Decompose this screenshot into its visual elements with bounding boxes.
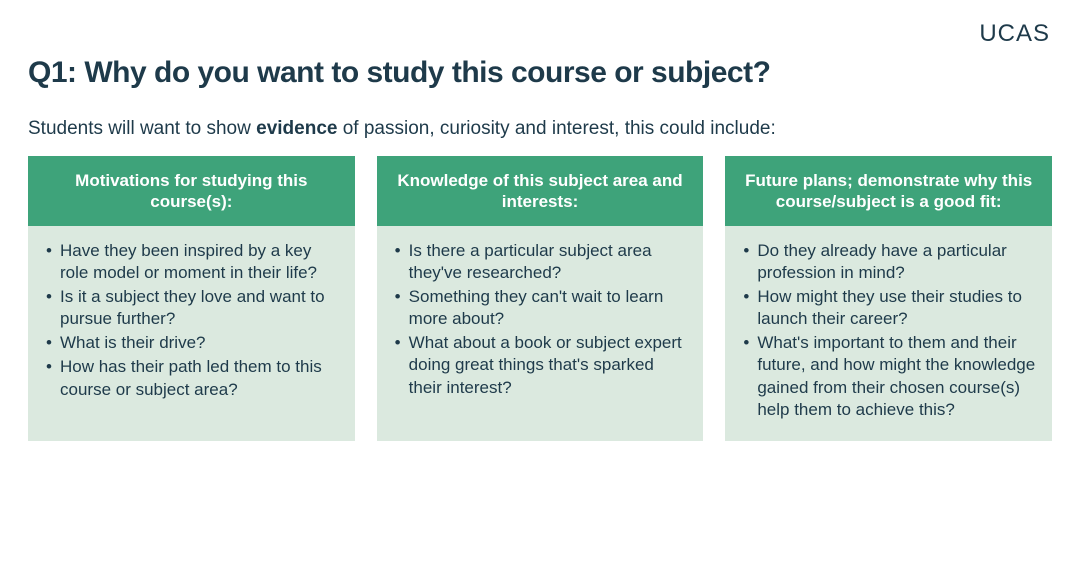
column-header: Future plans; demonstrate why this cours… xyxy=(725,156,1052,226)
list-item: What is their drive? xyxy=(44,332,339,354)
list-item: Have they been inspired by a key role mo… xyxy=(44,240,339,284)
ucas-logo: UCAS xyxy=(979,20,1050,48)
subtitle: Students will want to show evidence of p… xyxy=(28,118,1052,140)
page-title: Q1: Why do you want to study this course… xyxy=(28,56,1052,90)
list-item: Something they can't wait to learn more … xyxy=(393,286,688,330)
columns-container: Motivations for studying this course(s):… xyxy=(28,156,1052,441)
list-item: How has their path led them to this cour… xyxy=(44,356,339,400)
list-item: What about a book or subject expert doin… xyxy=(393,332,688,398)
list-item: Do they already have a particular profes… xyxy=(741,240,1036,284)
column-future: Future plans; demonstrate why this cours… xyxy=(725,156,1052,441)
column-motivations: Motivations for studying this course(s):… xyxy=(28,156,355,441)
list-item: Is there a particular subject area they'… xyxy=(393,240,688,284)
column-body: Do they already have a particular profes… xyxy=(725,226,1052,441)
column-knowledge: Knowledge of this subject area and inter… xyxy=(377,156,704,441)
column-body: Have they been inspired by a key role mo… xyxy=(28,226,355,421)
column-header: Knowledge of this subject area and inter… xyxy=(377,156,704,226)
subtitle-bold: evidence xyxy=(256,118,337,139)
column-body: Is there a particular subject area they'… xyxy=(377,226,704,419)
column-header: Motivations for studying this course(s): xyxy=(28,156,355,226)
list-item: Is it a subject they love and want to pu… xyxy=(44,286,339,330)
list-item: How might they use their studies to laun… xyxy=(741,286,1036,330)
list-item: What's important to them and their futur… xyxy=(741,332,1036,420)
subtitle-after: of passion, curiosity and interest, this… xyxy=(337,118,775,139)
subtitle-before: Students will want to show xyxy=(28,118,256,139)
